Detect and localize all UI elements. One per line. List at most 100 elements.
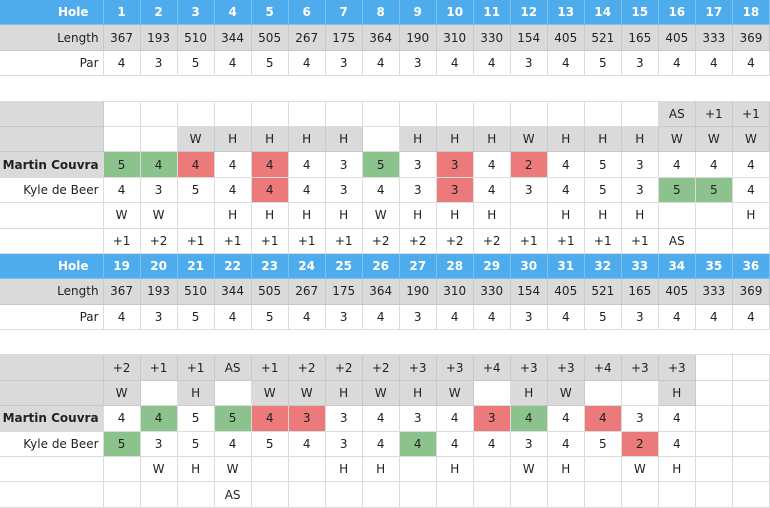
player2-score-cell: 3: [510, 431, 548, 458]
player2-score-cell: 4: [362, 177, 400, 204]
hole-winner-cell: W: [510, 126, 548, 153]
hole-length-cell: 510: [177, 24, 215, 51]
match-status-cell: +3: [436, 354, 474, 381]
hole-winner-cell: [214, 380, 252, 407]
player1-score-cell: 5: [362, 151, 400, 178]
hole-par-cell: 4: [695, 50, 733, 77]
match-status-cell: AS: [214, 481, 252, 508]
match-status-cell: [362, 481, 400, 508]
front-spacer-row: [0, 75, 770, 102]
hole-number-cell: 13: [547, 0, 585, 26]
hole-number-cell: 3: [177, 0, 215, 26]
hole-par-cell: 3: [399, 304, 437, 331]
hole-winner-cell: W: [140, 202, 178, 229]
spacer-cell: [399, 329, 437, 356]
front-player1-row: Martin Couvra 5 4 4 4 4 4 3 5 3 3 4 2 4 5 3 4 4 4: [0, 151, 770, 178]
player2-score-cell: 4: [214, 431, 252, 458]
hole-length-cell: 154: [510, 278, 548, 305]
hole-winner-cell: H: [436, 126, 474, 153]
hole-winner-cell: H: [547, 456, 585, 483]
match-status-cell: +2: [473, 228, 511, 254]
hole-winner-cell: H: [177, 456, 215, 483]
hole-length-cell: 505: [251, 278, 289, 305]
hole-winner-cell: [695, 456, 733, 483]
spacer-cell: [0, 329, 104, 356]
spacer-cell: [177, 329, 215, 356]
hole-winner-cell: H: [325, 126, 363, 153]
match-status-cell: +1: [214, 228, 252, 254]
match-status-cell: +4: [473, 354, 511, 381]
front-bottom-status-row-label: [0, 228, 104, 254]
front-top-winner-row-label: [0, 126, 104, 153]
spacer-cell: [510, 329, 548, 356]
hole-winner-cell: H: [325, 456, 363, 483]
hole-winner-cell: [140, 380, 178, 407]
hole-winner-cell: H: [214, 202, 252, 229]
hole-length-cell: 405: [547, 24, 585, 51]
hole-winner-cell: W: [214, 456, 252, 483]
match-status-cell: +2: [103, 354, 141, 381]
hole-number-cell: 7: [325, 0, 363, 26]
hole-winner-cell: W: [732, 126, 770, 153]
hole-length-cell: 190: [399, 24, 437, 51]
hole-par-cell: 5: [177, 304, 215, 331]
hole-winner-cell: W: [658, 126, 696, 153]
hole-par-cell: 4: [658, 304, 696, 331]
hole-winner-cell: H: [399, 380, 437, 407]
hole-length-cell: 369: [732, 278, 770, 305]
match-status-cell: AS: [214, 354, 252, 381]
hole-par-cell: 4: [288, 50, 326, 77]
match-status-cell: +1: [510, 228, 548, 254]
hole-winner-cell: H: [473, 202, 511, 229]
hole-par-cell: 3: [325, 304, 363, 331]
hole-winner-cell: W: [547, 380, 585, 407]
spacer-cell: [288, 329, 326, 356]
match-status-cell: [325, 481, 363, 508]
hole-par-cell: 5: [251, 50, 289, 77]
hole-number-cell: 35: [695, 253, 733, 280]
player1-score-cell: 4: [436, 405, 474, 432]
hole-winner-cell: H: [584, 202, 622, 229]
match-status-cell: +2: [140, 228, 178, 254]
player2-score-cell: 5: [103, 431, 141, 458]
hole-winner-cell: [510, 202, 548, 229]
hole-number-cell: 5: [251, 0, 289, 26]
match-status-cell: [732, 228, 770, 254]
hole-par-cell: 4: [732, 50, 770, 77]
hole-length-cell: 333: [695, 278, 733, 305]
hole-winner-cell: W: [362, 202, 400, 229]
spacer-cell: [658, 329, 696, 356]
back-length-row: Length 367 193 510 344 505 267 175 364 190 310 330 1…: [0, 278, 770, 305]
match-status-cell: +1: [251, 228, 289, 254]
hole-length-cell: 165: [621, 278, 659, 305]
match-status-cell: [288, 101, 326, 127]
match-status-cell: +1: [103, 228, 141, 254]
spacer-cell: [547, 329, 585, 356]
match-status-cell: [473, 101, 511, 127]
hole-length-cell: 405: [658, 278, 696, 305]
hole-winner-cell: [251, 456, 289, 483]
player1-score-cell: 3: [325, 151, 363, 178]
spacer-cell: [473, 329, 511, 356]
hole-winner-cell: W: [510, 456, 548, 483]
hole-length-cell: 175: [325, 24, 363, 51]
spacer-cell: [732, 75, 770, 102]
hole-winner-cell: H: [658, 456, 696, 483]
match-status-cell: [140, 481, 178, 508]
hole-number-cell: 34: [658, 253, 696, 280]
hole-winner-cell: W: [103, 380, 141, 407]
player2-score-cell: 4: [399, 431, 437, 458]
hole-par-cell: 4: [362, 304, 400, 331]
hole-length-cell: 364: [362, 24, 400, 51]
hole-winner-cell: H: [399, 202, 437, 229]
match-status-cell: +2: [362, 228, 400, 254]
spacer-cell: [732, 329, 770, 356]
hole-winner-cell: [473, 380, 511, 407]
match-status-cell: [251, 101, 289, 127]
match-status-cell: +1: [325, 228, 363, 254]
back-bottom-status-row: AS: [0, 481, 770, 508]
player2-score-cell: 4: [362, 431, 400, 458]
front-length-row-label: Length: [0, 24, 104, 51]
hole-length-cell: 369: [732, 24, 770, 51]
